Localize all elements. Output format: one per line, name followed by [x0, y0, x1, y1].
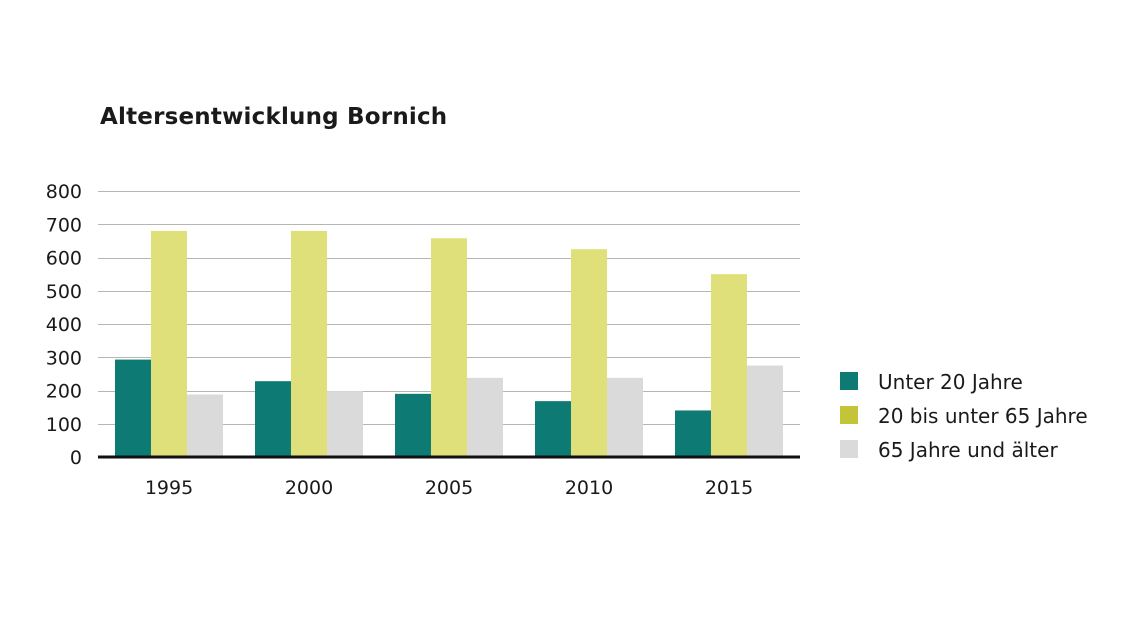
bar — [187, 394, 223, 457]
legend-swatch — [840, 440, 858, 458]
legend-swatch — [840, 372, 858, 390]
bar — [535, 401, 571, 457]
x-tick-label: 2005 — [425, 477, 473, 499]
legend-label: 65 Jahre und älter — [878, 438, 1058, 462]
y-tick-label: 800 — [46, 181, 82, 203]
y-tick-label: 200 — [46, 381, 82, 403]
bar — [467, 377, 503, 457]
legend-swatch — [840, 406, 858, 424]
bar — [571, 249, 607, 457]
bar — [115, 359, 151, 457]
bar — [607, 377, 643, 457]
x-tick-labels: 1995 2000 2005 2010 2015 — [145, 477, 753, 499]
chart-title: Altersentwicklung Bornich — [100, 104, 448, 130]
x-tick-label: 2015 — [705, 477, 753, 499]
bar — [395, 393, 431, 457]
y-tick-label: 0 — [70, 447, 82, 469]
legend-label: Unter 20 Jahre — [878, 370, 1023, 394]
bar — [747, 365, 783, 457]
bar — [675, 410, 711, 457]
x-tick-label: 2010 — [565, 477, 613, 499]
y-tick-label: 100 — [46, 414, 82, 436]
y-tick-label: 700 — [46, 214, 82, 236]
bar — [255, 381, 291, 457]
y-tick-label: 500 — [46, 281, 82, 303]
y-tick-label: 400 — [46, 314, 82, 336]
bar — [711, 274, 747, 457]
legend: Unter 20 Jahre 20 bis unter 65 Jahre 65 Ja… — [840, 370, 1088, 462]
y-tick-label: 300 — [46, 347, 82, 369]
bar — [151, 230, 187, 457]
y-tick-label: 600 — [46, 248, 82, 270]
x-tick-label: 1995 — [145, 477, 193, 499]
y-tick-labels: 0 100 200 300 400 500 600 700 800 — [46, 181, 82, 469]
bar — [291, 230, 327, 457]
legend-label: 20 bis unter 65 Jahre — [878, 404, 1088, 428]
bar — [431, 238, 467, 457]
bar — [327, 391, 363, 457]
bars — [115, 230, 783, 457]
x-tick-label: 2000 — [285, 477, 333, 499]
